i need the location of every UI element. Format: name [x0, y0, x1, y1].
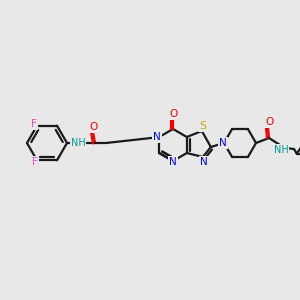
- Text: N: N: [169, 157, 177, 167]
- Text: F: F: [31, 119, 37, 129]
- Text: F: F: [32, 157, 38, 167]
- Text: O: O: [89, 122, 97, 132]
- Text: NH: NH: [70, 138, 86, 148]
- Text: O: O: [169, 109, 177, 119]
- Text: NH: NH: [274, 145, 288, 155]
- Text: N: N: [219, 138, 227, 148]
- Text: S: S: [199, 121, 206, 131]
- Text: O: O: [265, 117, 273, 127]
- Text: N: N: [153, 132, 161, 142]
- Text: N: N: [200, 157, 208, 167]
